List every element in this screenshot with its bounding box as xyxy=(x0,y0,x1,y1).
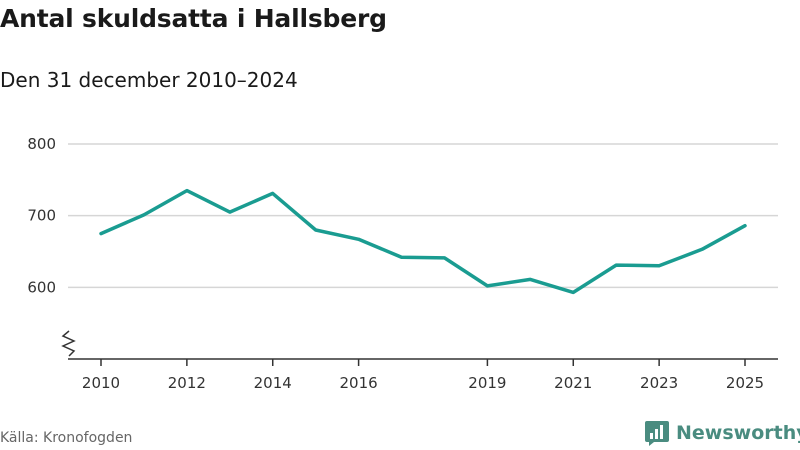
brand-name: Newsworthy xyxy=(676,422,800,444)
x-tick-label: 2014 xyxy=(254,374,292,392)
x-axis-ticks: 2010 2012 2014 2016 2019 2021 2023 2025 xyxy=(82,359,764,392)
axis-break-icon xyxy=(60,330,78,357)
y-tick-label: 600 xyxy=(27,278,56,296)
x-tick-label: 2019 xyxy=(468,374,506,392)
x-tick-label: 2012 xyxy=(168,374,206,392)
source-note: Källa: Kronofogden xyxy=(0,430,133,446)
x-tick-label: 2010 xyxy=(82,374,120,392)
axis-break-zigzag xyxy=(61,330,76,357)
y-tick-label: 800 xyxy=(27,135,56,153)
x-tick-label: 2023 xyxy=(640,374,678,392)
x-tick-label: 2016 xyxy=(340,374,378,392)
series-line xyxy=(99,188,747,295)
chart-subtitle: Den 31 december 2010–2024 xyxy=(0,68,298,92)
y-axis-ticks: 600 700 800 xyxy=(27,135,56,296)
brand-logo: Newsworthy xyxy=(644,420,800,446)
gridlines xyxy=(68,143,778,289)
chart-title: Antal skuldsatta i Hallsberg xyxy=(0,4,387,33)
y-tick-label: 700 xyxy=(27,207,56,225)
x-tick-label: 2025 xyxy=(726,374,764,392)
x-tick-label: 2021 xyxy=(554,374,592,392)
newsworthy-logo-icon xyxy=(645,421,669,446)
